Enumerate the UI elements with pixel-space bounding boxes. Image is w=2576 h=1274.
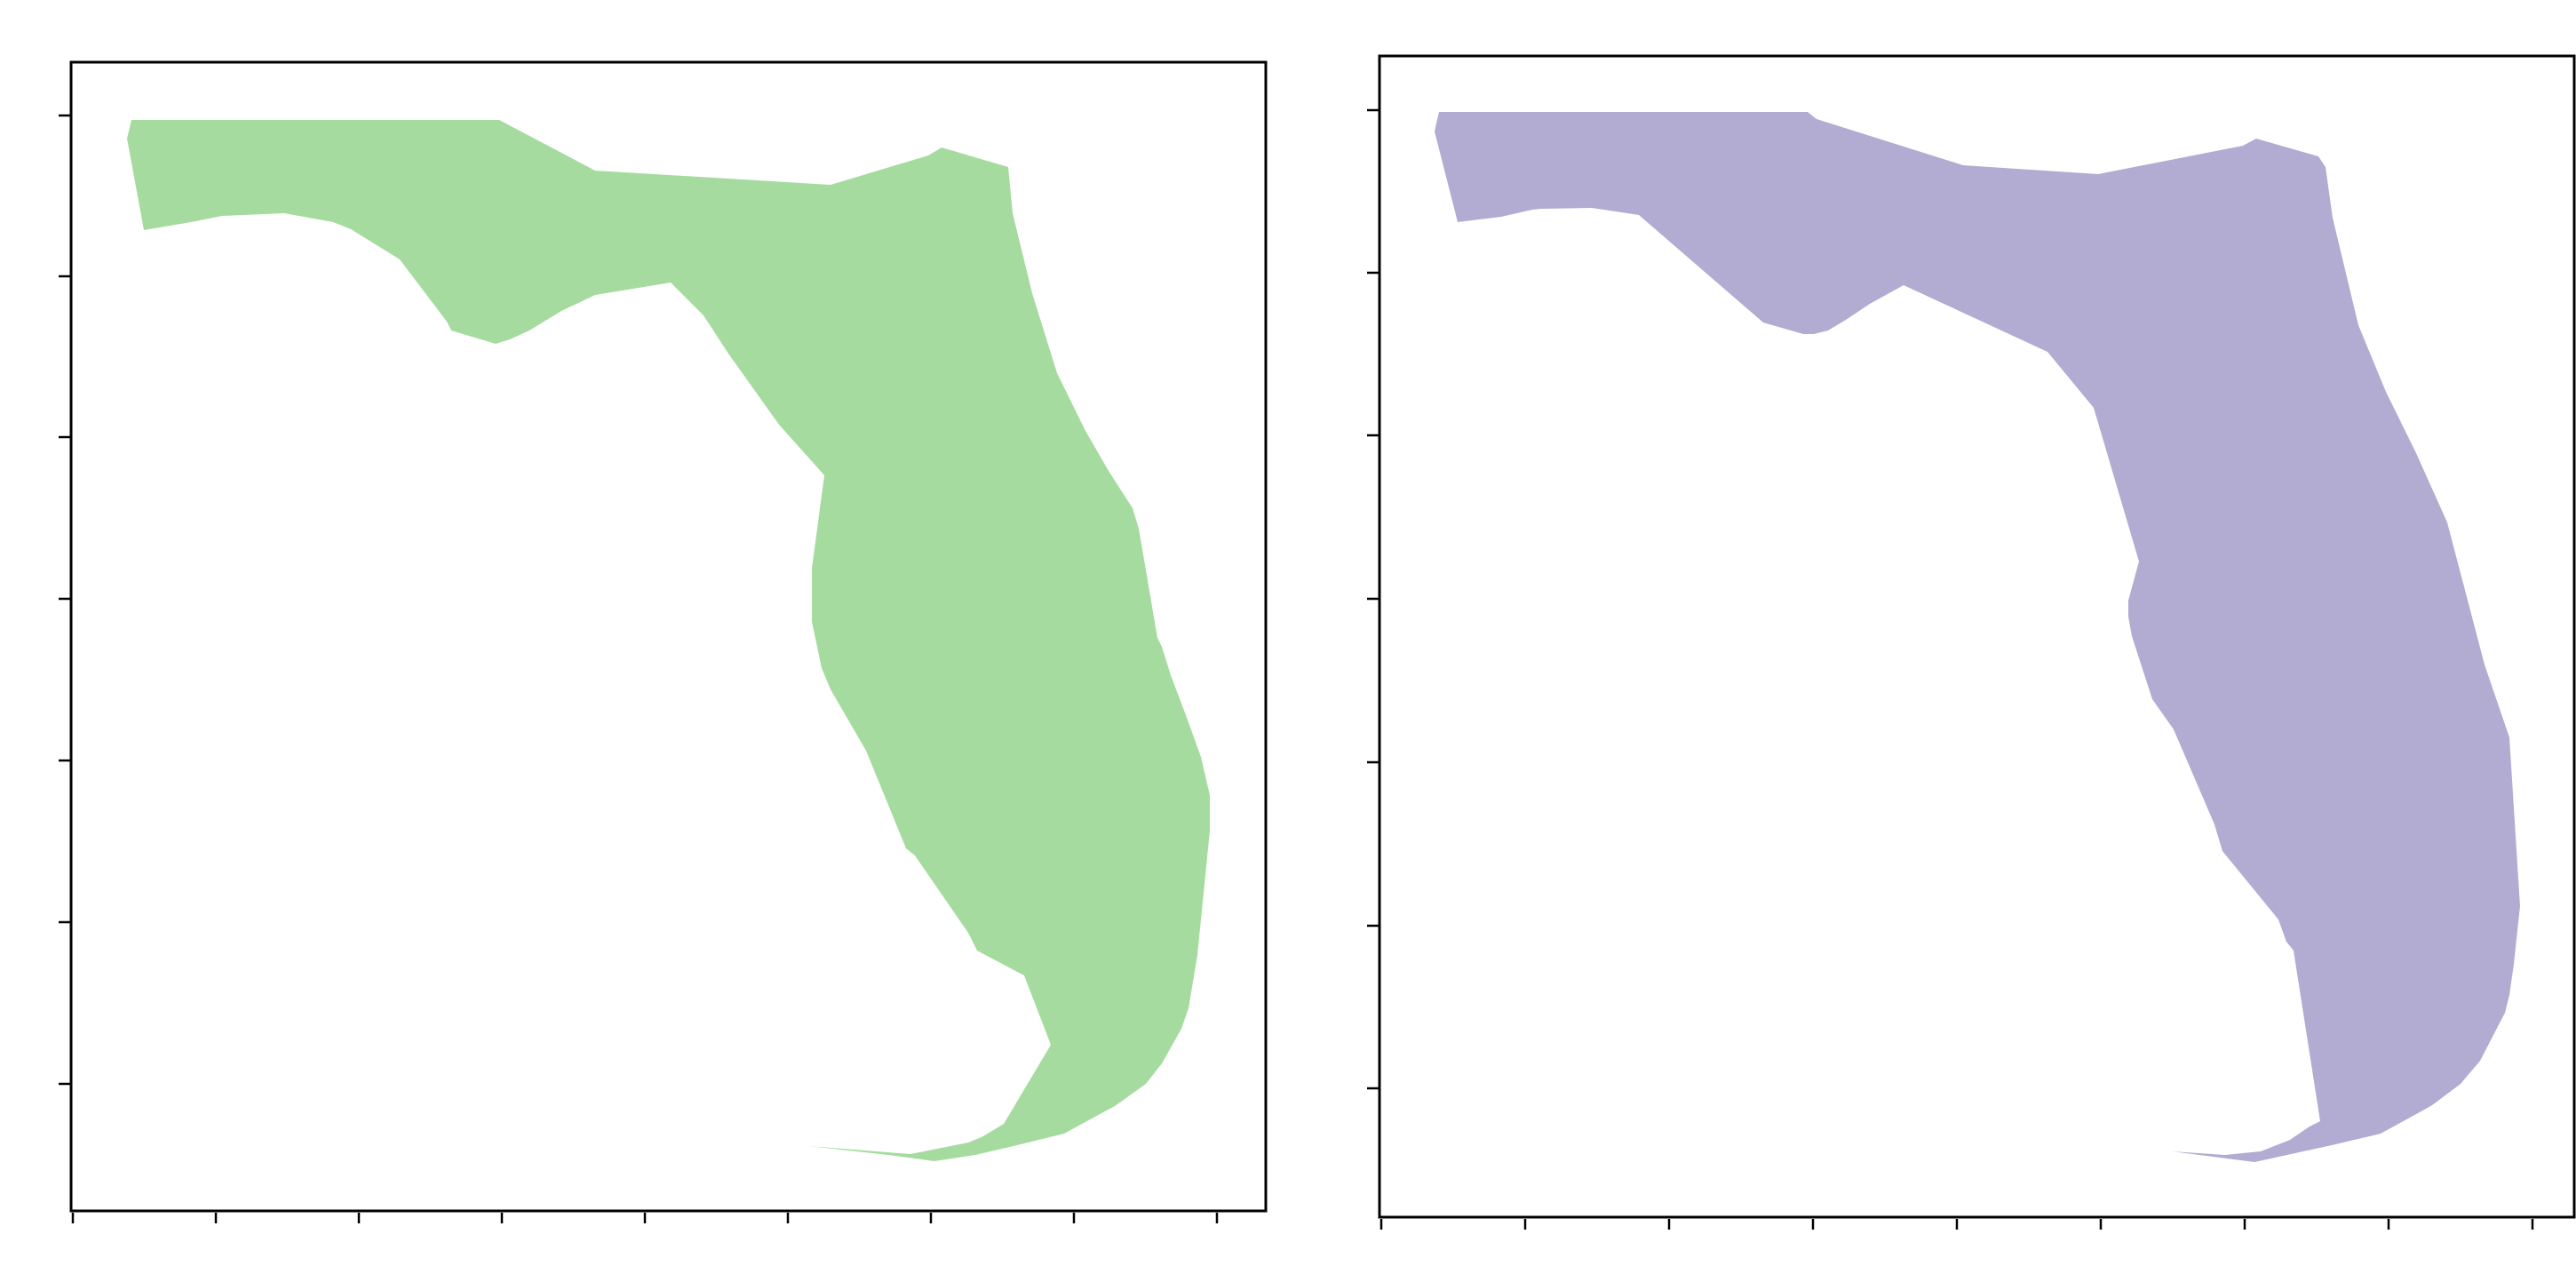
axes-frame-right: [1378, 54, 2576, 1219]
y-axis-ticks-left: [59, 114, 71, 1086]
map-panel-left: [59, 60, 1268, 1223]
y-axis-ticks-right: [1367, 108, 1379, 1090]
x-axis-ticks-right: [1379, 1219, 2534, 1230]
axes-frame-left: [69, 60, 1268, 1213]
x-axis-ticks-left: [71, 1213, 1219, 1223]
florida-shape-right: [1435, 112, 2520, 1162]
map-panel-right: [1367, 54, 2576, 1230]
florida-shape-left: [127, 120, 1210, 1161]
